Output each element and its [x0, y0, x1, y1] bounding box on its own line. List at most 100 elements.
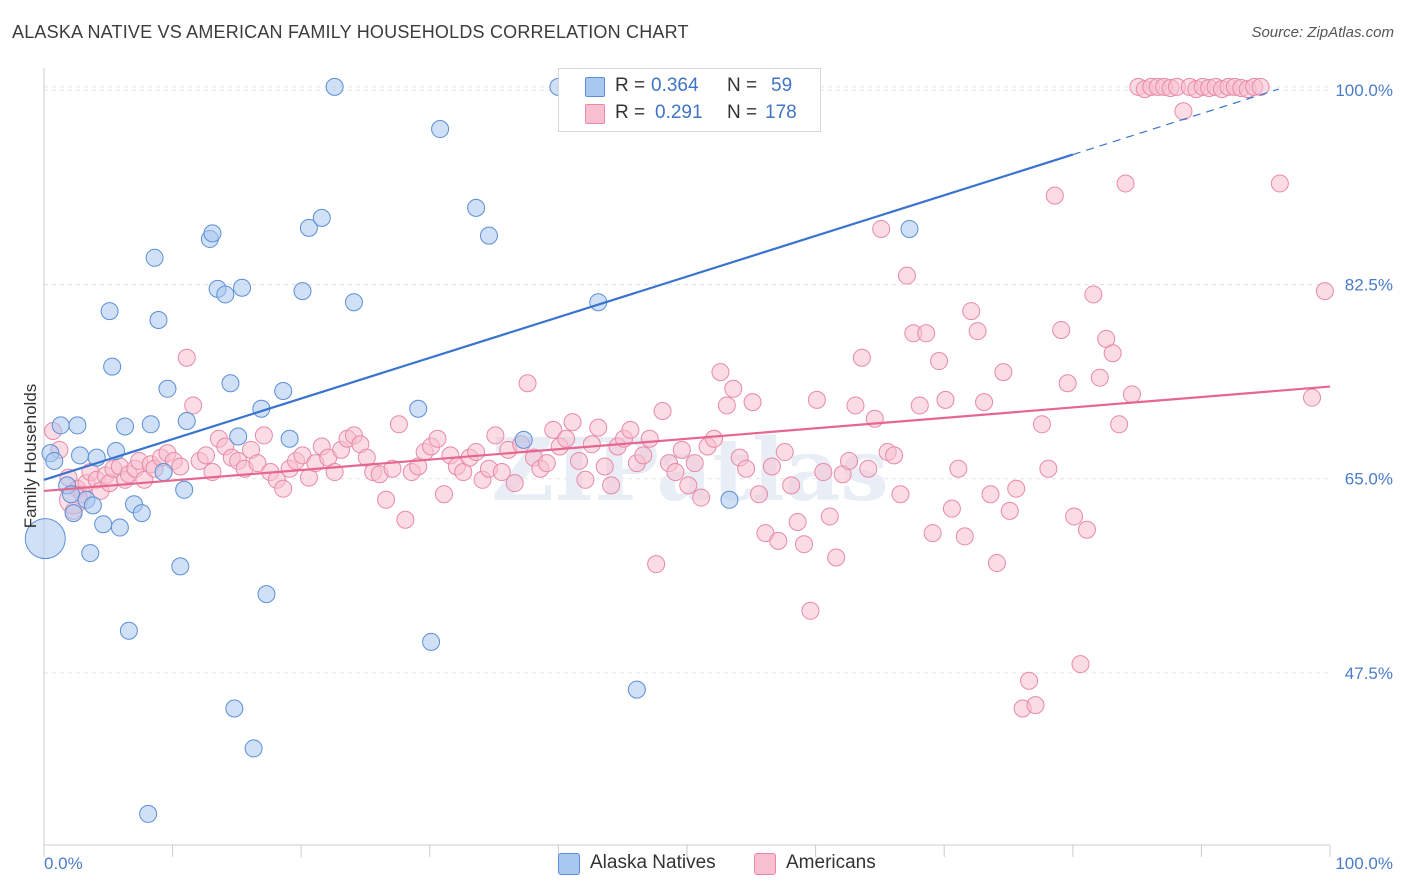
americans-point [1039, 459, 1058, 478]
alaska-natives-point [177, 411, 196, 430]
legend-r-label: R = [615, 75, 646, 96]
americans-point [1007, 479, 1026, 498]
alaska-natives-point [514, 430, 533, 449]
americans-point [885, 446, 904, 465]
alaska-natives-point [149, 310, 168, 329]
americans-point [602, 476, 621, 495]
alaska-natives-point [344, 293, 363, 312]
americans-point [872, 219, 891, 238]
alaska-natives-point [409, 399, 428, 418]
americans-point [653, 401, 672, 420]
americans-point [1071, 655, 1090, 674]
americans-point [968, 322, 987, 341]
americans-point [377, 490, 396, 509]
y-tick-label: 82.5% [1345, 275, 1393, 294]
chart-title: ALASKA NATIVE VS AMERICAN FAMILY HOUSEHO… [12, 22, 689, 42]
americans-point [518, 374, 537, 393]
americans-point [762, 457, 781, 476]
americans-point [576, 470, 595, 489]
alaska-natives-trend-extension [1072, 88, 1279, 156]
alaska-natives-trend-line [43, 153, 1074, 481]
trend-lines [43, 88, 1331, 493]
alaska-natives-point [24, 518, 66, 560]
legend-swatch-pink [754, 853, 776, 875]
americans-point [1315, 282, 1334, 301]
americans-point [962, 302, 981, 321]
alaska-natives-point [229, 427, 248, 446]
americans-point [171, 457, 190, 476]
alaska-natives-point [145, 248, 164, 267]
alaska-natives-point [100, 302, 119, 321]
alaska-natives-point [119, 621, 138, 640]
y-tick-label: 65.0% [1345, 470, 1393, 489]
alaska-natives-point [154, 463, 173, 482]
americans-point [1032, 415, 1051, 434]
alaska-natives-points [24, 77, 919, 823]
americans-point [184, 396, 203, 415]
alaska-natives-point [71, 446, 90, 465]
x-tick-label-min: 0.0% [44, 854, 83, 873]
alaska-natives-point [175, 480, 194, 499]
americans-point [827, 548, 846, 567]
americans-point [942, 499, 961, 518]
americans-point [254, 426, 273, 445]
americans-point [505, 474, 524, 493]
alaska-natives-point [110, 518, 129, 537]
americans-point [917, 324, 936, 343]
chart-source: Source: ZipAtlas.com [1251, 24, 1394, 41]
americans-point [672, 440, 691, 459]
americans-point [1174, 102, 1193, 121]
americans-point [1077, 520, 1096, 539]
americans-trend-line [43, 385, 1331, 493]
y-axis-tick-labels: 47.5% 65.0% 82.5% 100.0% [1335, 81, 1393, 683]
alaska-natives-point [274, 382, 293, 401]
alaska-natives-point [720, 490, 739, 509]
americans-point [274, 479, 293, 498]
americans-point [248, 454, 267, 473]
americans-point [859, 459, 878, 478]
americans-point [1065, 507, 1084, 526]
alaska-natives-point [422, 632, 441, 651]
americans-point [975, 393, 994, 412]
legend-swatch-pink [585, 104, 605, 124]
americans-point [936, 390, 955, 409]
americans-point [1302, 388, 1321, 407]
americans-point [537, 454, 556, 473]
americans-point [846, 396, 865, 415]
alaska-natives-point [221, 374, 240, 393]
alaska-natives-point [479, 226, 498, 245]
alaska-natives-point [467, 198, 486, 217]
alaska-natives-point [103, 357, 122, 376]
americans-point [820, 507, 839, 526]
americans-point [396, 510, 415, 529]
alaska-natives-point [280, 429, 299, 448]
y-tick-label: 47.5% [1345, 664, 1393, 683]
americans-point [743, 393, 762, 412]
y-tick-label: 100.0% [1335, 81, 1393, 100]
alaska-natives-point [244, 739, 263, 758]
americans-point [1052, 320, 1071, 339]
americans-point [621, 420, 640, 439]
alaska-natives-point [233, 278, 252, 297]
alaska-natives-point [51, 416, 70, 435]
alaska-natives-point [312, 208, 331, 227]
americans-point [923, 524, 942, 543]
americans-point [1026, 696, 1045, 715]
series-legend: Alaska Natives Americans [0, 852, 1406, 878]
americans-point [769, 531, 788, 550]
y-axis-label: Family Households [21, 384, 40, 529]
americans-point [955, 527, 974, 546]
americans-point [987, 554, 1006, 573]
americans-point [994, 363, 1013, 382]
alaska-natives-point [225, 699, 244, 718]
legend-n-value: 59 [771, 75, 793, 96]
americans-point [891, 485, 910, 504]
americans-point [782, 476, 801, 495]
alaska-natives-point [141, 415, 160, 434]
alaska-natives-point [64, 504, 83, 523]
americans-point [383, 459, 402, 478]
americans-point [569, 451, 588, 470]
americans-point [434, 485, 453, 504]
alaska-natives-point [158, 379, 177, 398]
americans-point [897, 266, 916, 285]
